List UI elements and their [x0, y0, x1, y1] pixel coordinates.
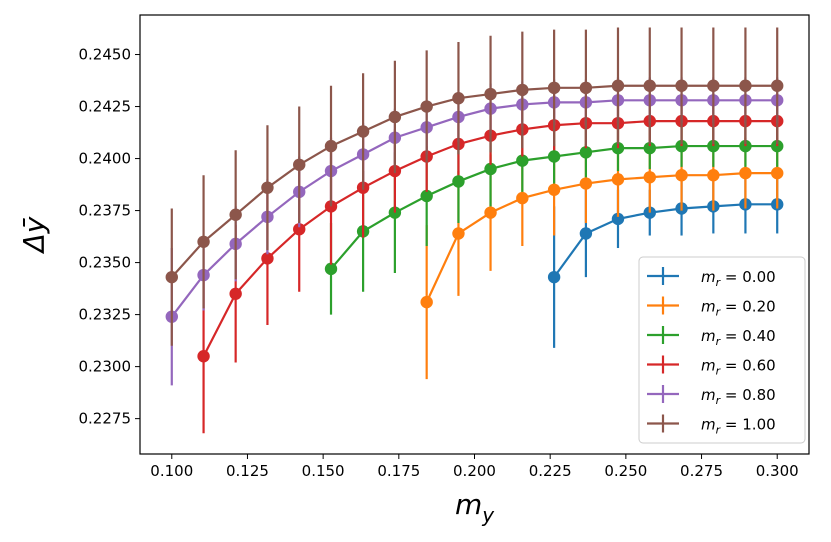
- data-point: [420, 295, 433, 309]
- data-point: [197, 350, 210, 363]
- data-point: [547, 150, 561, 163]
- data-point: [675, 79, 688, 92]
- legend-item: mr = 0.40: [647, 326, 776, 348]
- series-layer: [165, 27, 784, 434]
- data-point: [484, 87, 497, 101]
- data-point: [739, 79, 752, 92]
- data-point: [165, 270, 178, 284]
- data-point: [420, 189, 433, 203]
- legend: mr = 0.00 mr = 0.20 mr = 0.40 mr = 0.60 mr =…: [638, 256, 806, 444]
- data-point: [452, 175, 465, 188]
- x-tick-label: 0.100: [150, 462, 193, 480]
- legend-item: mr = 0.60: [647, 355, 776, 378]
- data-point: [579, 227, 593, 240]
- legend-label: mr = 0.60: [701, 357, 776, 378]
- y-tick-label: 0.2425: [79, 98, 132, 116]
- x-tick-label: 0.175: [377, 462, 420, 480]
- x-tick-label: 0.200: [453, 462, 496, 480]
- data-point: [452, 92, 465, 105]
- data-point: [484, 162, 497, 176]
- y-axis-label: Δȳ: [18, 216, 51, 254]
- legend-label: mr = 0.80: [701, 386, 776, 407]
- y-tick-label: 0.2275: [79, 410, 132, 428]
- data-point: [261, 252, 274, 265]
- data-point: [611, 79, 625, 92]
- data-point: [675, 169, 688, 182]
- x-tick-label: 0.225: [529, 462, 572, 480]
- x-axis-label: my: [455, 488, 495, 527]
- data-point: [611, 173, 625, 186]
- data-point: [643, 79, 656, 92]
- data-point: [516, 83, 529, 97]
- data-point: [771, 166, 784, 180]
- legend-label: mr = 1.00: [701, 416, 776, 437]
- legend-label: mr = 0.20: [701, 298, 776, 319]
- data-point: [293, 158, 306, 172]
- data-point: [547, 270, 561, 284]
- x-tick-label: 0.125: [226, 462, 269, 480]
- x-axis-label-main: m: [455, 488, 482, 521]
- y-axis: 0.2275 0.2300 0.2325 0.2350 0.2375 0.2400 0.24…: [79, 46, 140, 428]
- data-point: [356, 125, 370, 138]
- data-point: [516, 191, 529, 205]
- data-point: [293, 223, 306, 236]
- y-tick-label: 0.2400: [79, 150, 132, 168]
- data-point: [229, 287, 242, 300]
- data-point: [452, 227, 465, 240]
- x-axis: 0.100 0.125 0.150 0.175 0.200 0.225 0.250 0.275…: [150, 454, 799, 480]
- data-point: [420, 100, 433, 113]
- data-point: [229, 208, 242, 221]
- data-point: [261, 181, 274, 194]
- data-point: [579, 177, 593, 190]
- data-point: [388, 110, 402, 124]
- x-tick-label: 0.250: [604, 462, 647, 480]
- y-tick-label: 0.2300: [79, 358, 132, 376]
- data-point: [707, 79, 720, 92]
- data-point: [643, 141, 656, 155]
- y-tick-label: 0.2450: [79, 46, 132, 64]
- legend-box: [638, 256, 806, 444]
- data-point: [547, 81, 561, 95]
- x-tick-label: 0.150: [302, 462, 345, 480]
- y-tick-label: 0.2350: [79, 254, 132, 272]
- x-tick-label: 0.275: [680, 462, 723, 480]
- data-point: [547, 183, 561, 196]
- legend-label: mr = 0.40: [701, 327, 776, 348]
- data-point: [516, 154, 529, 167]
- series-5: [165, 27, 784, 346]
- legend-item: mr = 0.20: [647, 296, 776, 319]
- x-tick-label: 0.300: [756, 462, 799, 480]
- data-point: [197, 235, 210, 248]
- x-axis-label-sub: y: [481, 503, 495, 527]
- data-point: [324, 139, 338, 153]
- y-tick-label: 0.2375: [79, 202, 132, 220]
- legend-label: mr = 0.00: [701, 268, 776, 289]
- legend-item: mr = 0.80: [647, 385, 776, 407]
- data-point: [324, 262, 338, 276]
- data-point: [771, 79, 784, 92]
- legend-item: mr = 1.00: [647, 414, 776, 437]
- data-point: [484, 206, 497, 219]
- data-point: [579, 146, 593, 159]
- legend-item: mr = 0.00: [647, 267, 776, 289]
- data-point: [707, 169, 720, 182]
- data-point: [579, 81, 593, 95]
- data-point: [643, 171, 656, 184]
- data-point: [611, 212, 625, 226]
- y-tick-label: 0.2325: [79, 306, 132, 324]
- data-point: [739, 166, 752, 180]
